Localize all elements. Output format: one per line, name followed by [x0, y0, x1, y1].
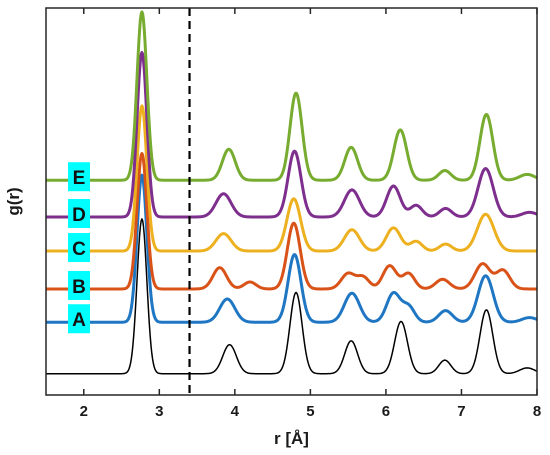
series-line-e [45, 10, 538, 182]
curve-label-e: E [68, 162, 90, 192]
curve-label-text: A [72, 310, 86, 331]
curve-label-box [68, 270, 90, 300]
series-line-reference [46, 218, 538, 375]
plot-frame [45, 7, 538, 396]
curve-label-box [68, 198, 90, 228]
x-axis-title: r [Å] [274, 429, 309, 448]
x-tick-label: 2 [80, 403, 88, 420]
curve-label-box [68, 233, 90, 263]
series-line-b [45, 152, 538, 291]
x-tick-label: 4 [231, 403, 240, 420]
x-tick-label: 6 [382, 403, 390, 420]
x-tick-label: 8 [533, 403, 541, 420]
curve-label-d: D [68, 198, 90, 228]
curves-layer [45, 10, 538, 375]
series-line-c [45, 104, 538, 253]
curve-label-text: E [73, 168, 86, 189]
curve-label-text: B [72, 277, 86, 298]
x-ticks: 2 3 4 5 6 7 8 [80, 8, 541, 420]
x-tick-label: 3 [155, 403, 163, 420]
curve-label-a: A [68, 304, 90, 334]
x-tick-label: 5 [306, 403, 314, 420]
curve-label-b: B [68, 270, 90, 300]
series-line-a [45, 173, 538, 324]
curve-label-box [68, 304, 90, 334]
curve-label-c: C [68, 233, 90, 263]
curve-label-text: D [72, 205, 86, 226]
x-tick-label: 7 [457, 403, 465, 420]
curve-label-text: C [72, 239, 86, 260]
curve-label-box [68, 162, 90, 192]
series-line-d [45, 51, 538, 219]
y-axis-title: g(r) [4, 187, 23, 215]
